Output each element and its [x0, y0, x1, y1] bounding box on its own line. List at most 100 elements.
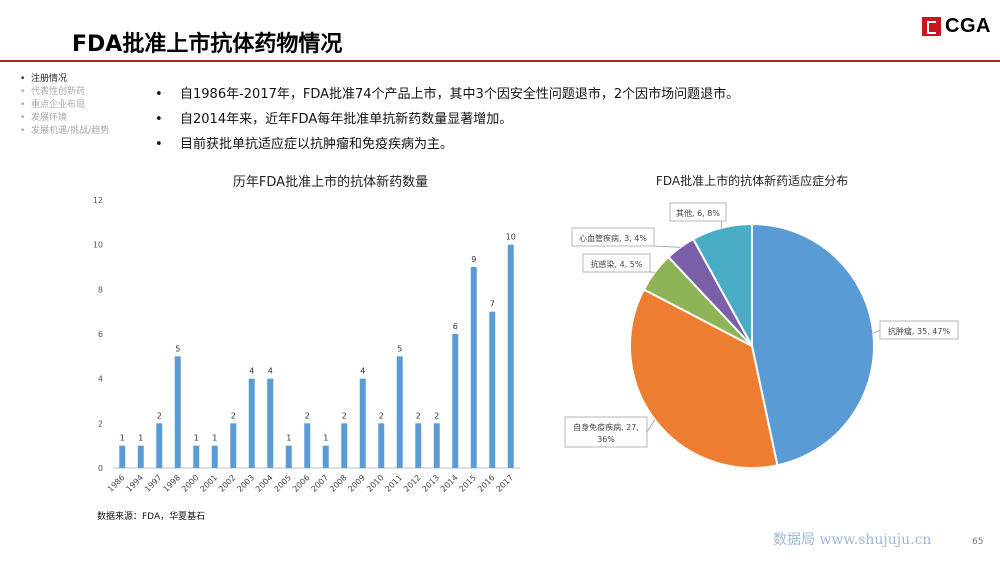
x-tick-label: 2003 — [235, 473, 256, 494]
cga-logo: CGA — [922, 15, 994, 39]
x-tick-label: 2000 — [180, 473, 201, 494]
bar — [489, 311, 496, 468]
watermark-text: 数据局 www.shujuju.cn — [773, 532, 932, 548]
bar-data-label: 2 — [157, 411, 162, 420]
x-tick-label: 2012 — [402, 473, 423, 494]
bullet-item: 自2014年来，近年FDA每年批准单抗新药数量显著增加。 — [155, 107, 739, 132]
pie-label-box — [571, 227, 655, 247]
pie-data-label: 抗感染, 4, 5% — [591, 259, 643, 269]
y-tick-label: 0 — [98, 464, 103, 473]
bar-data-label: 1 — [194, 434, 199, 443]
bar — [322, 445, 329, 468]
bar — [378, 423, 385, 468]
bar-data-label: 2 — [305, 411, 310, 420]
logo-mark-icon — [922, 17, 941, 36]
x-tick-label: 2002 — [217, 473, 238, 494]
x-tick-label: 2008 — [328, 473, 349, 494]
pie-label-box — [564, 416, 648, 448]
bar-data-label: 2 — [342, 411, 347, 420]
title-divider — [0, 60, 1000, 62]
section-nav: 注册情况代表性创新药重点企业布局发展环境发展机遇/挑战/趋势 — [20, 73, 109, 138]
bar — [156, 423, 163, 468]
x-tick-label: 2013 — [420, 473, 441, 494]
x-tick-label: 2006 — [291, 473, 312, 494]
x-tick-label: 2010 — [365, 473, 386, 494]
bar — [137, 445, 144, 468]
bar — [285, 445, 292, 468]
pie-data-label: 其他, 6, 8% — [676, 208, 720, 218]
bar — [341, 423, 348, 468]
nav-item[interactable]: 代表性创新药 — [20, 86, 109, 99]
bar — [359, 378, 366, 468]
x-tick-label: 2017 — [494, 473, 515, 494]
pie-data-label: 心血管疾病, 3, 4% — [579, 233, 647, 243]
bar-data-label: 2 — [416, 411, 421, 420]
page-number: 65 — [972, 537, 984, 547]
pie-leader-line — [653, 245, 681, 248]
nav-item[interactable]: 发展环境 — [20, 112, 109, 125]
nav-item[interactable]: 注册情况 — [20, 73, 109, 86]
pie-label-box — [879, 320, 959, 340]
bar-chart-title: 历年FDA批准上市的抗体新药数量 — [233, 174, 428, 190]
bar-data-label: 2 — [231, 411, 236, 420]
pie-slice — [751, 222, 875, 467]
pie-slice — [691, 222, 753, 347]
x-tick-label: 2014 — [439, 473, 460, 494]
bar — [267, 378, 274, 468]
x-tick-label: 2004 — [254, 473, 275, 494]
pie-label-box — [669, 202, 727, 222]
bar — [304, 423, 311, 468]
nav-item[interactable]: 重点企业布局 — [20, 99, 109, 112]
pie-chart-title: FDA批准上市的抗体新药适应症分布 — [656, 173, 848, 188]
x-tick-label: 2001 — [198, 473, 219, 494]
pie-leader-line — [646, 419, 656, 433]
pie-leader-line — [873, 329, 881, 334]
x-tick-label: 2016 — [476, 473, 497, 494]
bar-data-label: 1 — [138, 434, 143, 443]
bar — [396, 356, 403, 468]
bar-data-label: 6 — [453, 322, 458, 331]
x-tick-label: 2009 — [346, 473, 367, 494]
x-tick-label: 1986 — [106, 473, 127, 494]
bar-data-label: 10 — [506, 233, 516, 242]
y-tick-label: 6 — [98, 330, 103, 339]
x-tick-label: 2005 — [272, 473, 293, 494]
pie-label-box — [582, 253, 651, 273]
bar — [507, 244, 514, 468]
bar-data-label: 4 — [249, 367, 254, 376]
nav-item[interactable]: 发展机遇/挑战/趋势 — [20, 125, 109, 138]
x-tick-label: 1998 — [161, 473, 182, 494]
bar — [452, 334, 459, 468]
x-tick-label: 1997 — [143, 473, 164, 494]
bar-data-label: 5 — [175, 344, 180, 353]
x-tick-label: 2015 — [457, 473, 478, 494]
bullet-item: 自1986年-2017年，FDA批准74个产品上市，其中3个因安全性问题退市，2… — [155, 82, 739, 107]
bar-data-label: 7 — [490, 300, 495, 309]
bar — [193, 445, 200, 468]
logo-text: CGA — [945, 15, 991, 37]
summary-bullets: 自1986年-2017年，FDA批准74个产品上市，其中3个因安全性问题退市，2… — [155, 82, 739, 157]
bar — [248, 378, 255, 468]
pie-data-label: 抗肿瘤, 35, 47% — [888, 326, 951, 336]
bar-data-label: 4 — [360, 367, 365, 376]
bar-data-label: 2 — [379, 411, 384, 420]
bar-data-label: 1 — [120, 434, 125, 443]
bar-data-label: 2 — [434, 411, 439, 420]
y-tick-label: 10 — [93, 241, 103, 250]
bar-data-label: 1 — [212, 434, 217, 443]
x-tick-label: 2007 — [309, 473, 330, 494]
bullet-item: 目前获批单抗适应症以抗肿瘤和免疫疾病为主。 — [155, 132, 739, 157]
bar — [415, 423, 422, 468]
bar-data-label: 1 — [286, 434, 291, 443]
source-note: 数据来源：FDA，华夏基石 — [97, 512, 206, 522]
pie-data-label: 自身免疫疾病, 27, 36% — [573, 422, 639, 444]
bar-data-label: 1 — [323, 434, 328, 443]
pie-slice — [629, 288, 779, 469]
bar — [174, 356, 181, 468]
y-tick-label: 8 — [98, 285, 103, 294]
bar — [230, 423, 237, 468]
x-tick-label: 2011 — [383, 473, 404, 494]
x-tick-label: 1994 — [124, 473, 145, 494]
bar — [433, 423, 440, 468]
